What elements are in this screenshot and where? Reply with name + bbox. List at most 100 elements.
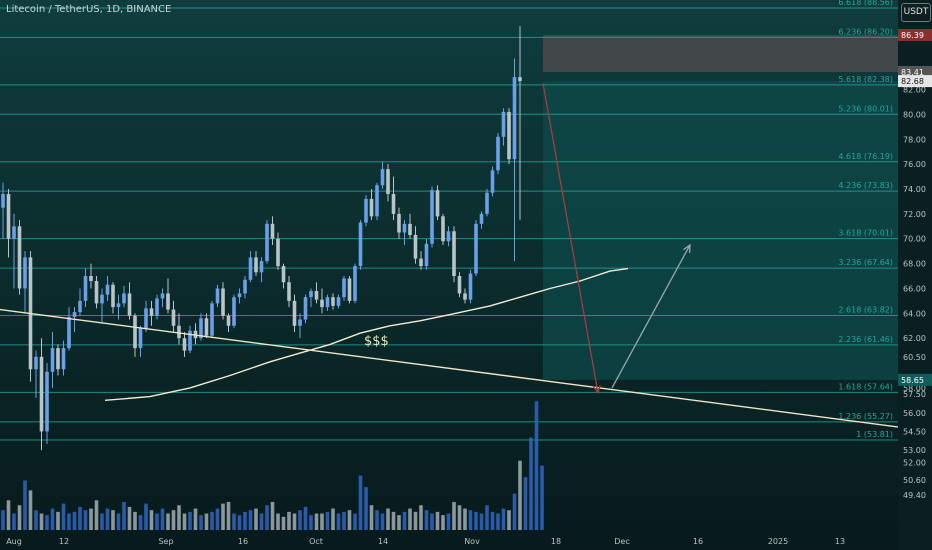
candle-body-17 bbox=[94, 280, 99, 304]
candle-body-60 bbox=[331, 297, 335, 306]
candle-body-38 bbox=[210, 303, 214, 336]
volume-bar-61 bbox=[336, 513, 341, 530]
volume-bar-87 bbox=[479, 513, 484, 530]
candle-body-89 bbox=[490, 170, 495, 193]
volume-bar-63 bbox=[347, 510, 352, 530]
volume-bar-70 bbox=[386, 508, 390, 530]
time-tick-9: 16 bbox=[693, 537, 703, 546]
candle-body-16 bbox=[89, 276, 93, 281]
candle-body-1 bbox=[6, 193, 11, 239]
candle-body-64 bbox=[353, 266, 357, 301]
volume-bar-80 bbox=[441, 515, 445, 530]
forecast-down-arrow-head bbox=[592, 385, 601, 395]
fib-label-11: 1.236 (55.27) bbox=[838, 412, 893, 421]
candle-body-82 bbox=[452, 231, 456, 277]
candle-body-37 bbox=[204, 318, 209, 336]
volume-bar-13 bbox=[72, 511, 77, 530]
volume-bar-74 bbox=[408, 508, 412, 530]
time-tick-4: Oct bbox=[309, 537, 323, 546]
candle-body-75 bbox=[413, 235, 418, 259]
candle-body-53 bbox=[292, 300, 297, 326]
candle-body-25 bbox=[138, 328, 143, 349]
volume-bars bbox=[1, 401, 544, 530]
candle-body-42 bbox=[232, 297, 236, 326]
position-boxes bbox=[543, 34, 898, 380]
volume-bar-49 bbox=[270, 501, 275, 530]
volume-bar-14 bbox=[78, 506, 82, 530]
candle-body-13 bbox=[72, 312, 77, 318]
volume-bar-38 bbox=[210, 511, 214, 530]
candle-body-87 bbox=[479, 213, 484, 224]
forecast-down-arrow-shaft bbox=[542, 83, 599, 393]
candle-body-15 bbox=[83, 276, 88, 301]
candle-body-41 bbox=[226, 315, 231, 326]
volume-bar-11 bbox=[61, 503, 66, 530]
volume-bar-55 bbox=[303, 506, 308, 530]
price-tick-19: 82.00 bbox=[903, 86, 926, 95]
currency-button[interactable]: USDT bbox=[901, 3, 931, 22]
candle-body-31 bbox=[171, 309, 176, 326]
fib-label-8: 2.618 (63.82) bbox=[838, 306, 893, 315]
candle-body-29 bbox=[160, 293, 165, 299]
price-badge-3: 58.65 bbox=[901, 376, 924, 385]
candle-body-77 bbox=[424, 243, 429, 267]
volume-bar-58 bbox=[320, 513, 324, 530]
time-tick-10: 2025 bbox=[768, 537, 788, 546]
price-badge-0: 86.39 bbox=[901, 31, 924, 40]
candle-body-4 bbox=[23, 257, 27, 289]
trendline bbox=[0, 308, 932, 433]
volume-bar-16 bbox=[89, 508, 93, 530]
time-tick-7: 18 bbox=[551, 537, 561, 546]
volume-bar-34 bbox=[188, 511, 192, 530]
volume-bar-65 bbox=[358, 475, 363, 530]
volume-bar-78 bbox=[430, 513, 434, 530]
fib-label-3: 5.236 (80.01) bbox=[838, 104, 893, 113]
time-tick-5: 14 bbox=[378, 537, 388, 546]
candle-body-19 bbox=[105, 284, 110, 295]
volume-bar-53 bbox=[292, 513, 297, 530]
drawings bbox=[0, 83, 932, 433]
time-tick-2: Sep bbox=[158, 537, 173, 546]
volume-bar-41 bbox=[226, 501, 231, 530]
volume-bar-15 bbox=[83, 510, 88, 530]
price-tick-14: 72.00 bbox=[903, 210, 926, 219]
candle-body-11 bbox=[61, 348, 66, 370]
candle-body-32 bbox=[177, 325, 181, 339]
time-tick-1: 12 bbox=[59, 537, 69, 546]
candle-body-78 bbox=[430, 190, 434, 244]
candle-body-52 bbox=[287, 282, 291, 301]
volume-bar-76 bbox=[419, 505, 423, 530]
volume-bar-36 bbox=[199, 515, 203, 530]
price-tick-16: 76.00 bbox=[903, 160, 926, 169]
candle-body-22 bbox=[122, 293, 126, 304]
forecast-up-arrow-head bbox=[683, 243, 691, 253]
price-badge-2: 82.68 bbox=[901, 77, 924, 86]
candle-body-0 bbox=[1, 193, 5, 208]
candle-body-20 bbox=[111, 284, 115, 308]
volume-bar-37 bbox=[204, 513, 209, 530]
volume-bar-50 bbox=[276, 513, 280, 530]
volume-bar-17 bbox=[94, 500, 99, 530]
time-tick-3: 16 bbox=[238, 537, 248, 546]
volume-bar-85 bbox=[468, 510, 473, 530]
time-axis: Aug 12 Sep 16 Oct 14 Nov 18 Dec 16 2025 13 bbox=[6, 537, 845, 546]
volume-bar-20 bbox=[111, 510, 115, 530]
volume-bar-28 bbox=[155, 513, 159, 530]
candlesticks bbox=[1, 26, 522, 451]
candle-body-46 bbox=[254, 257, 258, 273]
candle-body-27 bbox=[149, 308, 154, 316]
candle-body-39 bbox=[215, 288, 220, 304]
candle-body-59 bbox=[325, 297, 330, 308]
candle-body-67 bbox=[369, 198, 374, 217]
candle-body-40 bbox=[221, 288, 225, 316]
volume-bar-23 bbox=[127, 506, 132, 530]
price-tick-5: 56.00 bbox=[903, 409, 926, 418]
stop-loss-box bbox=[543, 34, 898, 73]
volume-bar-18 bbox=[100, 513, 104, 530]
volume-bar-30 bbox=[166, 513, 170, 530]
candle-body-91 bbox=[501, 111, 506, 137]
time-tick-6: Nov bbox=[464, 537, 480, 546]
candle-body-55 bbox=[303, 297, 308, 320]
volume-bar-83 bbox=[457, 505, 462, 530]
